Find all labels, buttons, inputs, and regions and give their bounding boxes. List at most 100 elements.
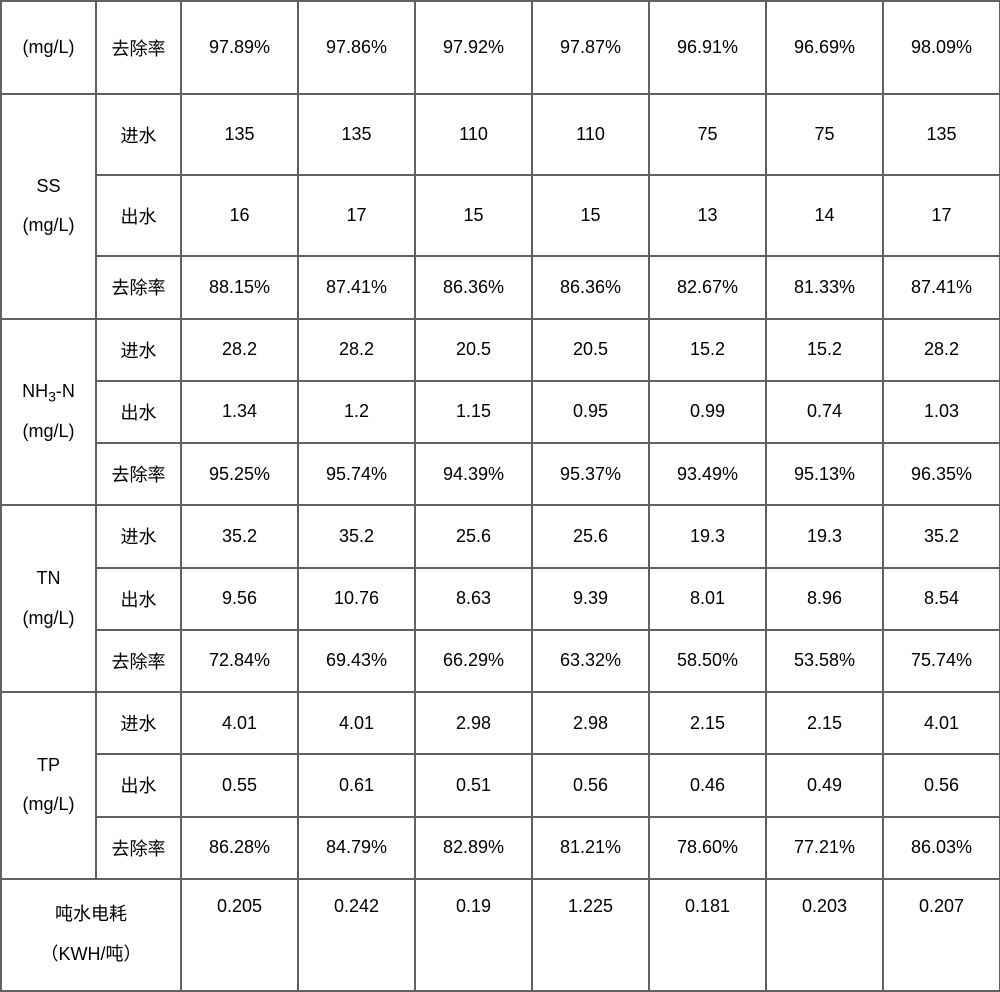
cell-value: 63.32% — [532, 630, 649, 692]
cell-value: 15.2 — [766, 319, 883, 381]
param-name: TP — [37, 755, 60, 775]
cell-value: 77.21% — [766, 817, 883, 879]
cell-value: 0.56 — [532, 754, 649, 816]
cell-value: 20.5 — [415, 319, 532, 381]
cell-value: 81.21% — [532, 817, 649, 879]
cell-value: 0.61 — [298, 754, 415, 816]
param-unit: (mg/L) — [22, 215, 74, 235]
cell-value: 0.242 — [298, 879, 415, 991]
cell-value: 0.19 — [415, 879, 532, 991]
cell-value: 4.01 — [883, 692, 1000, 754]
cell-label: 进水 — [96, 505, 181, 567]
cell-value: 88.15% — [181, 256, 298, 318]
cell-value: 95.37% — [532, 443, 649, 505]
cell-value: 69.43% — [298, 630, 415, 692]
cell-value: 94.39% — [415, 443, 532, 505]
cell-value: 25.6 — [532, 505, 649, 567]
cell-label: 出水 — [96, 175, 181, 256]
cell-value: 35.2 — [298, 505, 415, 567]
cell-value: 35.2 — [883, 505, 1000, 567]
cell-value: 1.34 — [181, 381, 298, 443]
cell-value: 58.50% — [649, 630, 766, 692]
cell-value: 25.6 — [415, 505, 532, 567]
cell-label: 进水 — [96, 319, 181, 381]
table-row: 出水 16 17 15 15 13 14 17 — [1, 175, 1000, 256]
cell-value: 19.3 — [766, 505, 883, 567]
param-unit: (mg/L) — [22, 421, 74, 441]
cell-value: 97.86% — [298, 1, 415, 94]
param-unit: (mg/L) — [22, 608, 74, 628]
cell-value: 96.35% — [883, 443, 1000, 505]
cell-value: 15 — [415, 175, 532, 256]
cell-value: 0.49 — [766, 754, 883, 816]
cell-value: 87.41% — [298, 256, 415, 318]
cell-value: 8.54 — [883, 568, 1000, 630]
cell-value: 0.181 — [649, 879, 766, 991]
cell-value: 19.3 — [649, 505, 766, 567]
cell-value: 0.51 — [415, 754, 532, 816]
cell-value: 28.2 — [181, 319, 298, 381]
cell-footer-label: 吨水电耗 （KWH/吨） — [1, 879, 181, 991]
table-row: 出水 0.55 0.61 0.51 0.56 0.46 0.49 0.56 — [1, 754, 1000, 816]
cell-label: 出水 — [96, 381, 181, 443]
table-row: TN (mg/L) 进水 35.2 35.2 25.6 25.6 19.3 19… — [1, 505, 1000, 567]
cell-value: 4.01 — [181, 692, 298, 754]
cell-value: 135 — [883, 94, 1000, 175]
cell-value: 87.41% — [883, 256, 1000, 318]
cell-value: 75 — [649, 94, 766, 175]
param-unit: (mg/L) — [22, 794, 74, 814]
table-row: NH3-N (mg/L) 进水 28.2 28.2 20.5 20.5 15.2… — [1, 319, 1000, 381]
cell-value: 72.84% — [181, 630, 298, 692]
cell-value: 97.89% — [181, 1, 298, 94]
table-row: 去除率 86.28% 84.79% 82.89% 81.21% 78.60% 7… — [1, 817, 1000, 879]
cell-label: 出水 — [96, 568, 181, 630]
cell-value: 84.79% — [298, 817, 415, 879]
cell-value: 0.55 — [181, 754, 298, 816]
cell-value: 75 — [766, 94, 883, 175]
table-row: 去除率 88.15% 87.41% 86.36% 86.36% 82.67% 8… — [1, 256, 1000, 318]
table-row: 去除率 72.84% 69.43% 66.29% 63.32% 58.50% 5… — [1, 630, 1000, 692]
table-row: (mg/L) 去除率 97.89% 97.86% 97.92% 97.87% 9… — [1, 1, 1000, 94]
cell-value: 135 — [298, 94, 415, 175]
cell-value: 0.99 — [649, 381, 766, 443]
cell-value: 1.15 — [415, 381, 532, 443]
cell-value: 97.92% — [415, 1, 532, 94]
cell-param-tn: TN (mg/L) — [1, 505, 96, 692]
footer-title: 吨水电耗 — [55, 904, 127, 924]
cell-label: 去除率 — [96, 1, 181, 94]
cell-value: 0.74 — [766, 381, 883, 443]
cell-value: 95.74% — [298, 443, 415, 505]
cell-value: 0.56 — [883, 754, 1000, 816]
cell-label: 去除率 — [96, 256, 181, 318]
cell-value: 8.63 — [415, 568, 532, 630]
cell-param-ss: SS (mg/L) — [1, 94, 96, 318]
table-row: TP (mg/L) 进水 4.01 4.01 2.98 2.98 2.15 2.… — [1, 692, 1000, 754]
cell-value: 17 — [298, 175, 415, 256]
cell-value: 82.67% — [649, 256, 766, 318]
cell-value: 95.13% — [766, 443, 883, 505]
cell-label: 去除率 — [96, 443, 181, 505]
cell-value: 8.01 — [649, 568, 766, 630]
cell-value: 53.58% — [766, 630, 883, 692]
cell-value: 95.25% — [181, 443, 298, 505]
cell-value: 2.98 — [415, 692, 532, 754]
cell-value: 97.87% — [532, 1, 649, 94]
cell-value: 0.205 — [181, 879, 298, 991]
cell-value: 2.98 — [532, 692, 649, 754]
cell-value: 81.33% — [766, 256, 883, 318]
cell-value: 15.2 — [649, 319, 766, 381]
cell-value: 96.69% — [766, 1, 883, 94]
table-row: SS (mg/L) 进水 135 135 110 110 75 75 135 — [1, 94, 1000, 175]
cell-value: 2.15 — [766, 692, 883, 754]
cell-value: 110 — [532, 94, 649, 175]
cell-value: 1.225 — [532, 879, 649, 991]
table-row: 出水 1.34 1.2 1.15 0.95 0.99 0.74 1.03 — [1, 381, 1000, 443]
cell-label: 进水 — [96, 692, 181, 754]
cell-value: 10.76 — [298, 568, 415, 630]
cell-value: 9.39 — [532, 568, 649, 630]
cell-value: 9.56 — [181, 568, 298, 630]
footer-unit: （KWH/吨） — [41, 944, 142, 964]
cell-label: 去除率 — [96, 630, 181, 692]
cell-label: 进水 — [96, 94, 181, 175]
cell-value: 82.89% — [415, 817, 532, 879]
